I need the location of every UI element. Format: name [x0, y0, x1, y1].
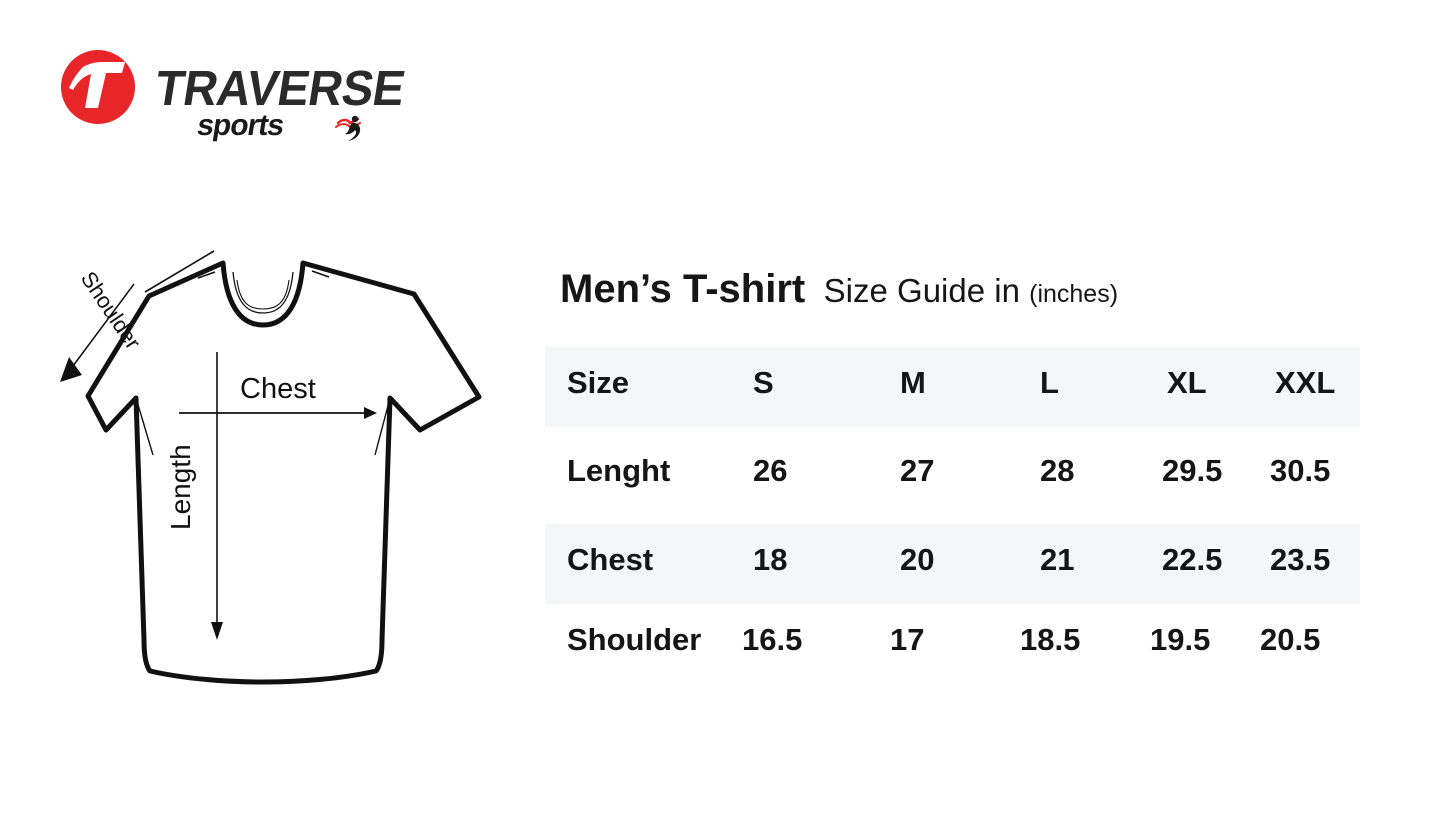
svg-text:TRAVERSE: TRAVERSE — [151, 61, 408, 116]
svg-text:Chest: Chest — [240, 373, 316, 405]
svg-text:Shoulder: Shoulder — [76, 267, 146, 354]
svg-text:sports: sports — [195, 109, 286, 142]
svg-text:Length: Length — [165, 444, 196, 530]
